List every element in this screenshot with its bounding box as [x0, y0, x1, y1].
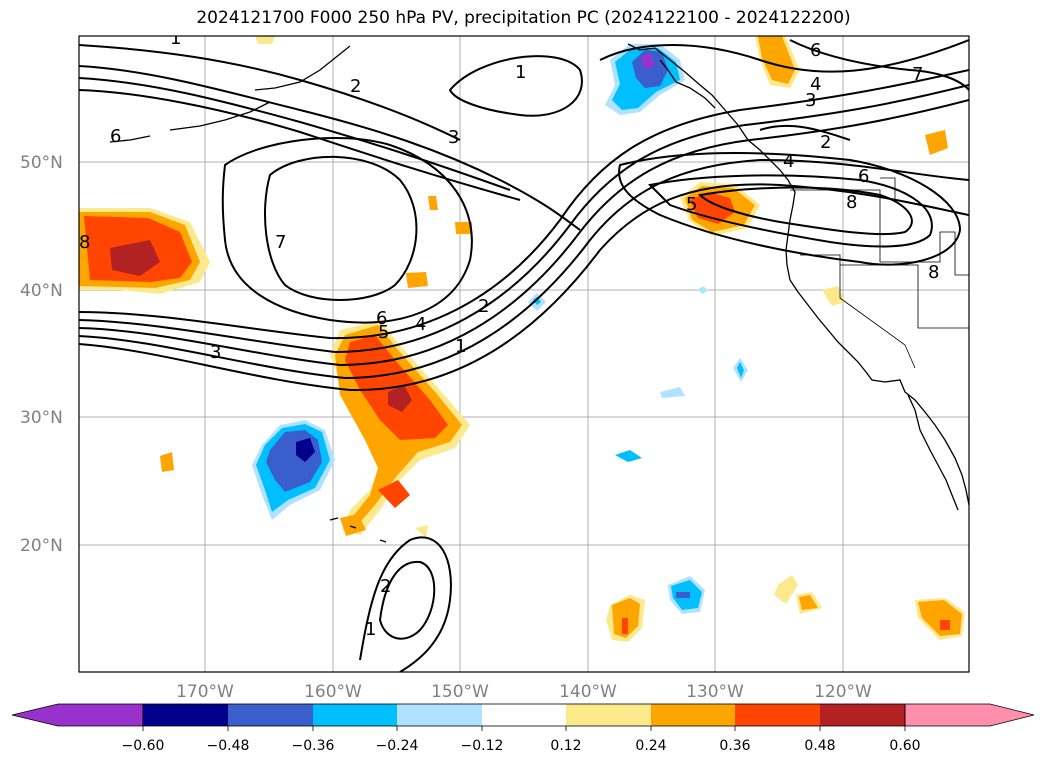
colorbar-tick-label: 0.60 — [889, 738, 920, 754]
contour-label: 2 — [380, 576, 391, 597]
contour-label: 6 — [858, 166, 869, 187]
contour-label: 4 — [783, 151, 794, 172]
lat-label-30n: 30°N — [20, 408, 63, 428]
lon-label-150w: 150°W — [431, 682, 489, 702]
map-title: 2024121700 F000 250 hPa PV, precipitatio… — [196, 8, 851, 28]
colorbar-tick-label: −0.60 — [122, 738, 165, 754]
map-frame — [78, 35, 970, 673]
contour-label: 7 — [275, 232, 286, 253]
latitude-labels: 50°N 40°N 30°N 20°N — [20, 153, 63, 556]
contour-label: 5 — [686, 194, 697, 215]
contour-label: 6 — [810, 40, 821, 61]
colorbar: −0.60 −0.48 −0.36 −0.24 −0.12 0.12 0.24 … — [11, 703, 1035, 754]
pv-contours — [79, 39, 969, 672]
contour-label: 1 — [515, 62, 526, 83]
colorbar-tick-label: −0.24 — [376, 738, 419, 754]
contour-label: 4 — [810, 74, 821, 95]
contour-label: 8 — [846, 192, 857, 213]
contour-label: 7 — [912, 64, 923, 85]
lon-label-140w: 140°W — [559, 682, 617, 702]
contour-label: 6 — [376, 308, 387, 329]
colorbar-tick-label: −0.48 — [207, 738, 250, 754]
contour-label: 4 — [415, 314, 426, 335]
lat-label-20n: 20°N — [20, 536, 63, 556]
colorbar-tick-label: 0.48 — [804, 738, 835, 754]
colorbar-segment — [143, 704, 228, 726]
colorbar-segment — [735, 704, 820, 726]
map-area — [79, 36, 969, 672]
colorbar-segment — [566, 704, 651, 726]
colorbar-segment — [482, 704, 566, 726]
longitude-labels: 170°W 160°W 150°W 140°W 130°W 120°W — [176, 682, 872, 702]
contour-label: 1 — [455, 336, 466, 357]
contour-label: 3 — [805, 90, 816, 111]
contour-label: 8 — [928, 262, 939, 283]
contour-label: 3 — [448, 127, 459, 148]
contour-label: 6 — [110, 126, 121, 147]
lat-label-50n: 50°N — [20, 153, 63, 173]
lon-label-160w: 160°W — [304, 682, 362, 702]
contour-label: 1 — [170, 28, 181, 49]
colorbar-tick-label: −0.36 — [292, 738, 335, 754]
contour-label: 3 — [210, 342, 221, 363]
colorbar-extend-high — [904, 703, 1035, 727]
colorbar-segment — [651, 704, 735, 726]
colorbar-tick-label: 0.24 — [635, 738, 666, 754]
state-borders — [790, 177, 969, 369]
colorbar-tick-label: −0.12 — [461, 738, 504, 754]
lon-label-170w: 170°W — [176, 682, 234, 702]
colorbar-segment — [313, 704, 397, 726]
contour-label: 5 — [378, 322, 389, 343]
lon-label-130w: 130°W — [686, 682, 744, 702]
colorbar-extend-low — [11, 703, 144, 727]
colorbar-segment — [820, 704, 905, 726]
contour-label: 2 — [350, 76, 361, 97]
colorbar-segment — [228, 704, 313, 726]
contour-label: 2 — [820, 132, 831, 153]
contour-label: 8 — [79, 232, 90, 253]
lon-label-120w: 120°W — [814, 682, 872, 702]
colorbar-tick-label: 0.12 — [550, 738, 581, 754]
lat-label-40n: 40°N — [20, 281, 63, 301]
contour-label: 1 — [365, 619, 376, 640]
contour-label: 2 — [478, 296, 489, 317]
contour-labels: 1 1 1 1 2 2 2 2 3 3 3 4 4 4 5 5 6 6 6 6 … — [79, 28, 939, 640]
colorbar-segment — [397, 704, 482, 726]
colorbar-tick-label: 0.36 — [719, 738, 750, 754]
coastlines — [109, 43, 969, 543]
